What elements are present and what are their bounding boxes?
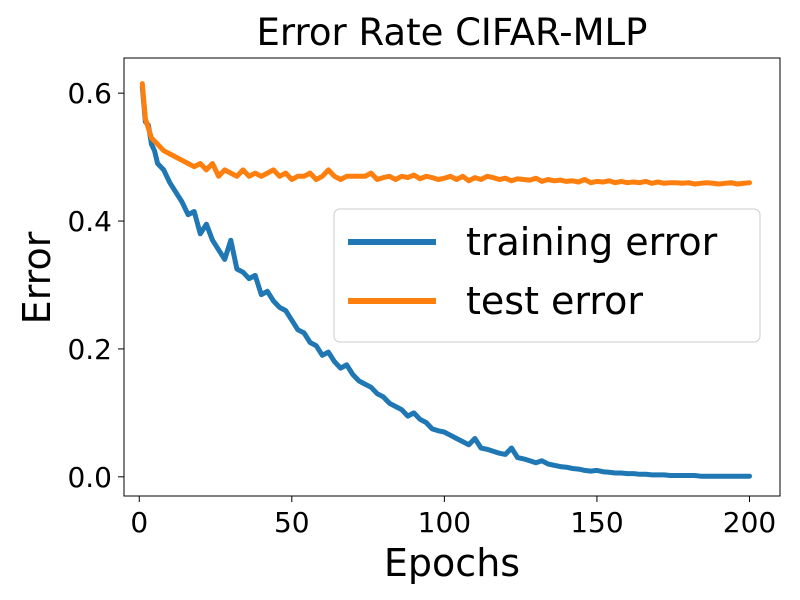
y-axis-title: Error (15, 231, 59, 324)
chart-title: Error Rate CIFAR-MLP (257, 11, 648, 54)
plot-area-frame (123, 57, 781, 497)
y-tick-label: 0.0 (67, 461, 112, 494)
y-tick-label: 0.4 (67, 205, 112, 238)
legend: training error test error (333, 208, 761, 343)
series-line-training-error (139, 84, 752, 479)
legend-box (333, 208, 761, 343)
axis-ticks: 0 50 100 150 200 0.0 0.2 0.4 0.6 (67, 77, 776, 539)
legend-label-test-error: test error (466, 279, 643, 323)
x-tick-label: 0 (130, 506, 148, 539)
y-tick-label: 0.2 (67, 333, 112, 366)
x-tick-label: 150 (570, 506, 623, 539)
x-tick-label: 50 (274, 506, 310, 539)
x-axis-title: Epochs (384, 541, 520, 585)
legend-label-training-error: training error (466, 220, 718, 264)
series-line-test-error (139, 81, 752, 187)
x-tick-label: 200 (723, 506, 776, 539)
x-tick-label: 100 (418, 506, 471, 539)
series-layer (139, 81, 752, 479)
y-tick-label: 0.6 (67, 77, 112, 110)
